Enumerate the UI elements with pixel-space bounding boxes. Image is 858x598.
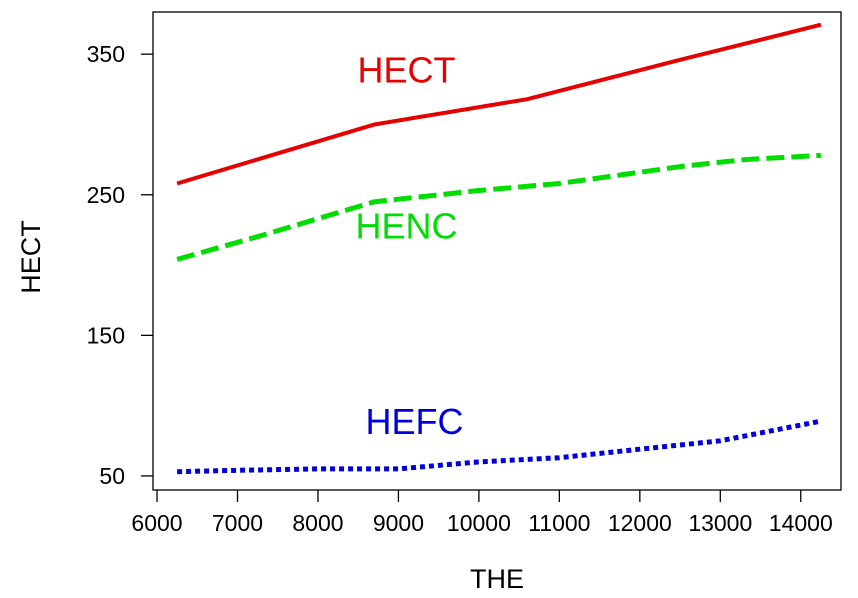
plot-frame bbox=[152, 11, 842, 491]
series-label-henc: HENC bbox=[355, 205, 457, 246]
series-label-hect: HECT bbox=[357, 49, 455, 90]
x-tick-label: 6000 bbox=[131, 510, 182, 536]
series-line-henc bbox=[176, 152, 822, 262]
x-tick-label: 13000 bbox=[688, 510, 752, 536]
series-line-hect bbox=[176, 22, 822, 186]
x-axis-title: THE bbox=[470, 564, 524, 594]
x-tick-label: 14000 bbox=[769, 510, 833, 536]
y-axis-title: HECT bbox=[16, 220, 46, 294]
series-labels: HECT HENC HEFC bbox=[355, 49, 463, 441]
series-line-hefc bbox=[177, 418, 822, 475]
y-tick-label: 250 bbox=[87, 182, 125, 208]
x-tick-label: 11000 bbox=[528, 510, 590, 536]
y-tick-label: 50 bbox=[99, 463, 125, 489]
x-tick-label: 8000 bbox=[292, 510, 343, 536]
x-tick-label: 7000 bbox=[212, 510, 263, 536]
x-tick-label: 10000 bbox=[447, 510, 511, 536]
y-tick-label: 350 bbox=[87, 41, 125, 67]
x-tick-label: 9000 bbox=[373, 510, 424, 536]
axes: 6000 7000 8000 9000 10000 11000 12000 13000 1400… bbox=[87, 11, 842, 536]
series-lines bbox=[176, 22, 822, 475]
series-label-hefc: HEFC bbox=[366, 401, 464, 442]
y-tick-label: 150 bbox=[87, 322, 125, 348]
x-tick-label: 12000 bbox=[608, 510, 672, 536]
